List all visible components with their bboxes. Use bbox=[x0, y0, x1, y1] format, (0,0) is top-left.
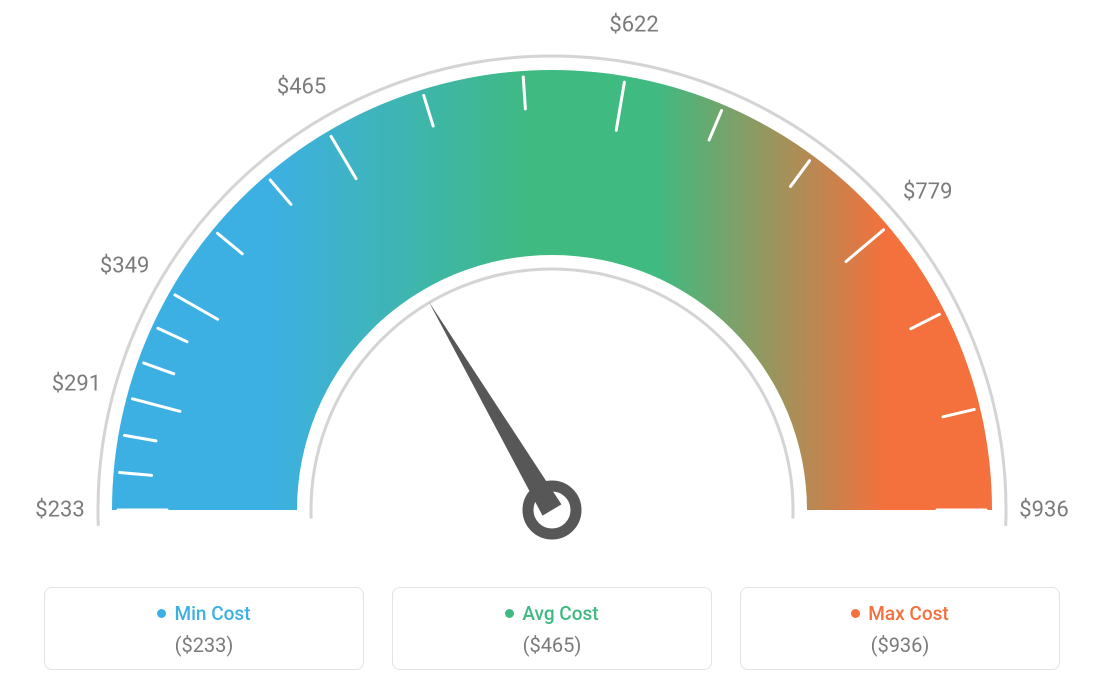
legend-row: Min Cost ($233) Avg Cost ($465) Max Cost… bbox=[0, 587, 1104, 670]
legend-dot-avg bbox=[505, 609, 514, 618]
legend-value-avg: ($465) bbox=[403, 633, 701, 657]
gauge-tick-label: $936 bbox=[1019, 498, 1068, 523]
gauge-tick-label: $349 bbox=[100, 254, 149, 279]
gauge-tick-label: $779 bbox=[903, 180, 952, 205]
legend-label-max: Max Cost bbox=[868, 602, 948, 625]
legend-value-max: ($936) bbox=[751, 633, 1049, 657]
gauge-tick-label: $233 bbox=[35, 498, 84, 523]
legend-label-avg: Avg Cost bbox=[522, 602, 598, 625]
gauge-tick-label: $291 bbox=[52, 371, 101, 396]
gauge-tick-label: $465 bbox=[277, 74, 326, 99]
legend-card-max: Max Cost ($936) bbox=[740, 587, 1060, 670]
gauge-chart: $233 $291 $349 $465 $622 $779 $936 bbox=[0, 0, 1104, 560]
gauge-svg bbox=[0, 0, 1104, 560]
legend-value-min: ($233) bbox=[55, 633, 353, 657]
legend-label-min: Min Cost bbox=[174, 602, 250, 625]
legend-dot-min bbox=[157, 609, 166, 618]
legend-dot-max bbox=[851, 609, 860, 618]
gauge-tick-label: $622 bbox=[609, 12, 658, 37]
legend-card-avg: Avg Cost ($465) bbox=[392, 587, 712, 670]
legend-card-min: Min Cost ($233) bbox=[44, 587, 364, 670]
